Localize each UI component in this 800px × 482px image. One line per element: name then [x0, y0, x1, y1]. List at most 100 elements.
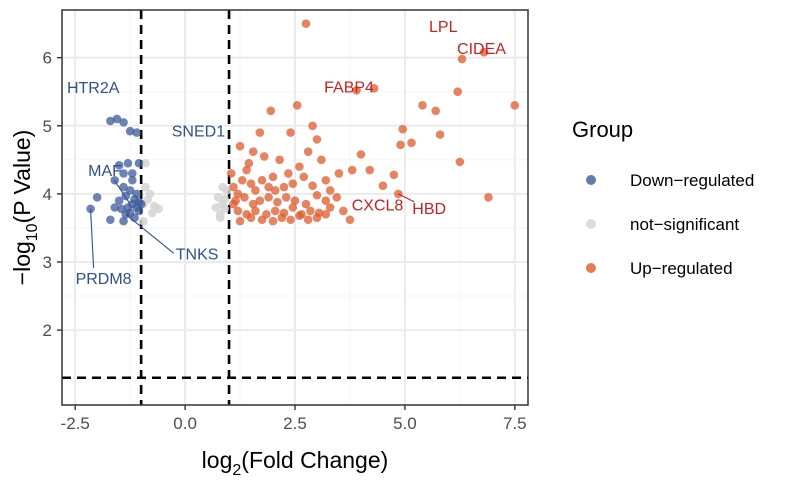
axes: -2.5 0.0 2.5 5.0 7.5 2 3 4 5 6: [43, 49, 527, 433]
annotation-leader: [125, 213, 175, 254]
point-up: [453, 87, 462, 97]
point-up: [292, 101, 302, 110]
point-down: [134, 158, 144, 168]
point-up: [229, 182, 238, 192]
gene-annotations: HTR2A SNED1 MAF TNKS PRDM8 LPL FABP4 CIDEA CXCL8…: [67, 19, 506, 288]
x-tick-label: 7.5: [503, 414, 527, 433]
point-up: [378, 181, 388, 191]
point-down: [119, 169, 128, 178]
point-ns: [145, 189, 155, 199]
point-up: [479, 47, 489, 57]
point-up: [286, 215, 295, 225]
gene-label-cxcl8: CXCL8: [352, 197, 404, 214]
point-up: [396, 140, 405, 150]
annotation-leader: [398, 193, 415, 203]
gene-label-maf: MAF: [88, 163, 122, 180]
point-down: [114, 160, 124, 170]
point-up: [303, 147, 313, 156]
point-up: [365, 165, 375, 175]
point-up: [259, 152, 269, 161]
y-tick-label: 4: [43, 185, 52, 204]
point-up: [237, 175, 247, 185]
point-up: [273, 197, 282, 207]
point-up: [251, 186, 260, 195]
point-up: [325, 186, 335, 195]
point-down: [119, 118, 128, 127]
point-ns: [215, 213, 225, 223]
point-up: [312, 213, 322, 223]
point-up: [308, 181, 317, 191]
legend-key-down: [586, 175, 596, 185]
point-up: [352, 86, 361, 95]
x-tick-label: -2.5: [61, 414, 90, 433]
point-down: [92, 192, 102, 202]
point-up: [248, 199, 258, 209]
x-tick-label: 0.0: [173, 414, 197, 433]
point-up: [332, 192, 342, 202]
point-down: [114, 196, 124, 205]
point-up: [266, 106, 276, 116]
point-ns: [139, 216, 148, 226]
point-up: [457, 54, 467, 64]
y-tick-label: 2: [43, 321, 52, 340]
point-ns: [141, 182, 150, 192]
gene-label-prdm8: PRDM8: [76, 271, 132, 288]
point-down: [123, 158, 133, 168]
x-tick-label: 5.0: [393, 414, 417, 433]
point-up: [321, 175, 331, 185]
annotation-leader: [90, 208, 95, 268]
point-down: [119, 216, 128, 226]
point-up: [257, 215, 267, 225]
point-down: [128, 175, 137, 185]
point-up: [431, 106, 440, 116]
point-up: [312, 190, 322, 200]
point-up: [270, 186, 280, 195]
point-up: [277, 213, 287, 223]
y-tick-label: 6: [43, 49, 52, 68]
gene-label-fabp4: FABP4: [324, 79, 374, 96]
point-up: [334, 169, 344, 178]
point-down: [128, 169, 137, 178]
point-down: [119, 182, 128, 192]
point-up: [345, 215, 355, 225]
point-up: [226, 169, 236, 178]
point-up: [418, 101, 427, 110]
point-up: [229, 199, 238, 209]
point-ns: [211, 203, 221, 212]
gene-label-tnks: TNKS: [176, 246, 219, 263]
point-ns: [141, 158, 150, 168]
legend-key-ns: [586, 219, 596, 229]
point-up: [407, 138, 416, 148]
point-up: [248, 147, 258, 156]
point-up: [233, 189, 243, 199]
point-up: [240, 192, 249, 202]
point-down: [132, 128, 142, 137]
point-up: [255, 128, 265, 137]
point-up: [290, 196, 300, 205]
legend: Group Down−regulated not−significant Up−re…: [572, 117, 754, 278]
point-up: [295, 162, 304, 171]
point-up: [268, 172, 278, 182]
point-up: [284, 169, 293, 178]
point-up: [288, 179, 298, 188]
gene-label-lpl: LPL: [429, 19, 458, 36]
legend-label-down: Down−regulated: [630, 171, 754, 190]
point-ns: [218, 182, 227, 192]
y-tick-label: 3: [43, 253, 52, 272]
y-tick-label: 5: [43, 117, 52, 136]
point-up: [257, 175, 267, 185]
point-up: [268, 216, 278, 226]
point-up: [295, 211, 304, 220]
point-up: [356, 150, 366, 159]
point-up: [264, 192, 273, 202]
point-up: [312, 135, 322, 144]
point-ns: [220, 204, 229, 214]
x-axis-title: log2(Fold Change): [202, 447, 389, 479]
point-up: [288, 203, 298, 212]
point-up: [275, 155, 284, 165]
point-up: [286, 128, 295, 137]
point-down: [125, 126, 135, 136]
legend-label-up: Up−regulated: [630, 259, 733, 278]
x-tick-label: 2.5: [283, 414, 307, 433]
